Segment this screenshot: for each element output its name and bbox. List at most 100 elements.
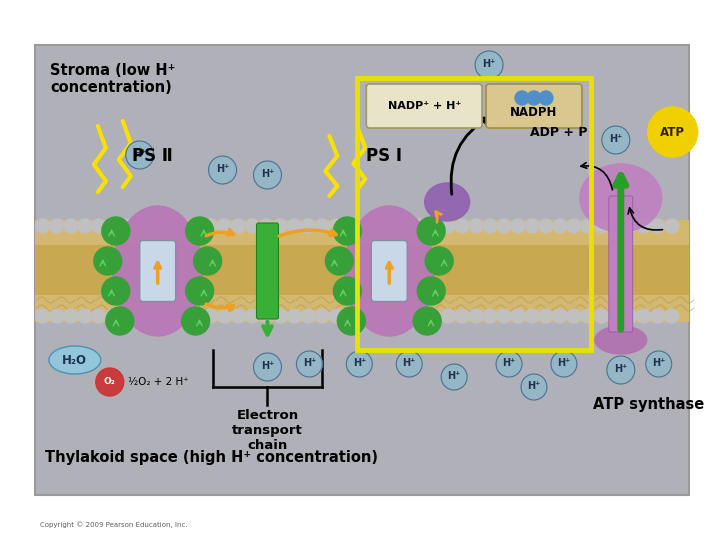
Circle shape [648,107,698,157]
Circle shape [126,141,153,169]
FancyBboxPatch shape [140,240,176,301]
Circle shape [297,351,323,377]
Circle shape [469,309,483,323]
Circle shape [94,247,122,275]
Circle shape [259,219,274,233]
Circle shape [102,277,130,305]
Circle shape [636,219,651,233]
Circle shape [372,219,385,233]
Circle shape [204,219,217,233]
Text: Thylakoid space (high H⁺ concentration): Thylakoid space (high H⁺ concentration) [45,450,378,465]
Text: H⁺: H⁺ [527,381,541,391]
Circle shape [134,309,148,323]
Text: H⁺: H⁺ [557,358,571,368]
Circle shape [217,219,232,233]
Circle shape [511,219,525,233]
Circle shape [497,219,511,233]
Circle shape [106,219,120,233]
Circle shape [525,309,539,323]
FancyBboxPatch shape [609,196,633,332]
Circle shape [78,309,92,323]
Ellipse shape [49,346,101,374]
Ellipse shape [113,206,202,336]
Text: ½O₂ + 2 H⁺: ½O₂ + 2 H⁺ [127,377,189,387]
Circle shape [232,309,246,323]
FancyBboxPatch shape [372,240,408,301]
Circle shape [497,309,511,323]
Circle shape [329,309,343,323]
Circle shape [426,247,453,275]
Circle shape [194,247,222,275]
Circle shape [396,351,422,377]
Circle shape [64,309,78,323]
Circle shape [162,219,176,233]
Circle shape [343,309,357,323]
FancyBboxPatch shape [35,245,689,295]
Text: H⁺: H⁺ [652,358,665,368]
Text: H⁺: H⁺ [133,149,146,159]
Circle shape [609,219,623,233]
Circle shape [602,126,630,154]
Circle shape [333,277,361,305]
Circle shape [595,219,609,233]
Circle shape [581,219,595,233]
Ellipse shape [580,164,662,232]
Circle shape [120,219,134,233]
Circle shape [413,309,427,323]
Circle shape [92,219,106,233]
Circle shape [148,309,162,323]
FancyBboxPatch shape [486,84,582,128]
Circle shape [246,309,259,323]
Circle shape [539,91,553,105]
Text: ATP: ATP [660,125,685,138]
Circle shape [553,219,567,233]
Circle shape [338,307,365,335]
Circle shape [427,219,441,233]
Circle shape [525,219,539,233]
Text: H⁺: H⁺ [216,164,229,174]
Ellipse shape [425,183,469,221]
Circle shape [36,219,50,233]
Circle shape [346,351,372,377]
Circle shape [399,219,413,233]
Text: Stroma (low H⁺
concentration): Stroma (low H⁺ concentration) [50,63,175,96]
Circle shape [92,309,106,323]
Circle shape [78,219,92,233]
Circle shape [287,219,302,233]
Circle shape [567,309,581,323]
Circle shape [315,219,329,233]
Circle shape [427,309,441,323]
Text: ATP synthase: ATP synthase [593,397,704,412]
FancyBboxPatch shape [35,295,689,322]
Ellipse shape [344,206,434,336]
Circle shape [209,156,237,184]
Circle shape [106,307,134,335]
Circle shape [50,219,64,233]
Circle shape [651,219,665,233]
Circle shape [274,309,287,323]
Circle shape [441,219,455,233]
Circle shape [176,309,189,323]
Circle shape [417,277,445,305]
Circle shape [636,309,651,323]
Text: H⁺: H⁺ [503,358,516,368]
Circle shape [623,219,636,233]
Circle shape [333,217,361,245]
Circle shape [189,309,204,323]
Circle shape [551,351,577,377]
Text: NADP⁺ + H⁺: NADP⁺ + H⁺ [387,101,461,111]
Circle shape [204,309,217,323]
Circle shape [102,217,130,245]
Text: O₂: O₂ [104,377,116,387]
Text: H⁺: H⁺ [261,169,274,179]
Circle shape [539,309,553,323]
Circle shape [521,374,547,400]
Circle shape [385,219,399,233]
Circle shape [475,51,503,79]
Circle shape [253,353,282,381]
Ellipse shape [595,326,647,354]
Text: NADPH: NADPH [510,106,558,119]
Circle shape [246,219,259,233]
Circle shape [287,309,302,323]
Circle shape [651,309,665,323]
